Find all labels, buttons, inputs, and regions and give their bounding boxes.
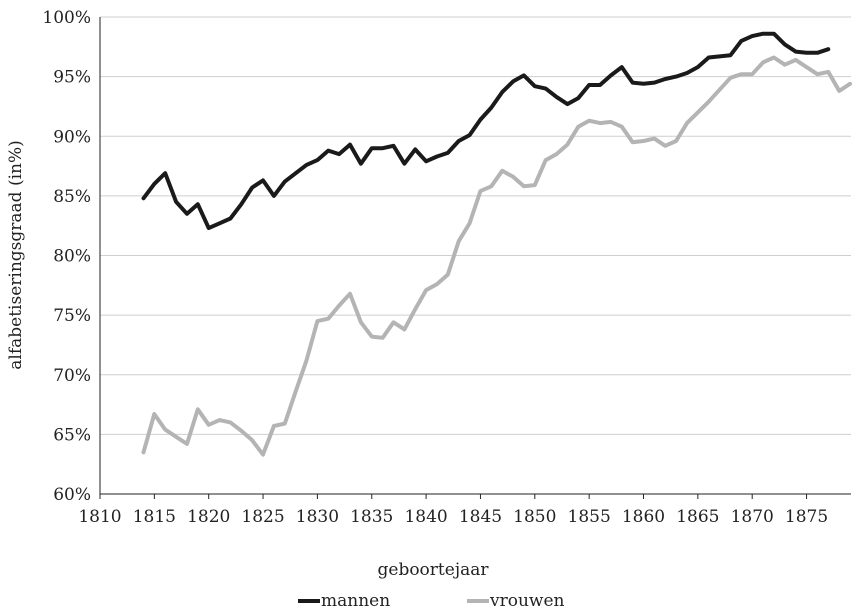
y-tick-label: 75% bbox=[53, 306, 91, 326]
x-tick-label: 1830 bbox=[296, 507, 339, 527]
y-tick-label: 85% bbox=[53, 187, 91, 207]
x-tick-label: 1840 bbox=[404, 507, 447, 527]
y-tick-label: 100% bbox=[42, 8, 91, 28]
series-line-mannen bbox=[141, 31, 831, 231]
legend: mannen vrouwen bbox=[298, 591, 565, 610]
series-line-vrouwen bbox=[141, 55, 852, 457]
axes bbox=[99, 17, 851, 499]
x-tick-label: 1875 bbox=[785, 507, 828, 527]
x-axis-ticks: 1810 1815 1820 1825 1830 1835 1840 1845 1850 1855… bbox=[78, 507, 828, 527]
gridlines bbox=[100, 16, 851, 435]
y-axis-ticks: 60% 65% 70% 75% 80% 85% 90% 95% 100% bbox=[42, 8, 91, 505]
y-tick-label: 90% bbox=[53, 127, 91, 147]
x-tick-label: 1845 bbox=[459, 507, 502, 527]
x-tick-label: 1865 bbox=[676, 507, 719, 527]
legend-label-mannen: mannen bbox=[321, 591, 390, 610]
series-lines bbox=[141, 31, 852, 457]
y-tick-label: 60% bbox=[53, 485, 91, 505]
x-tick-label: 1810 bbox=[78, 507, 121, 527]
x-tick-label: 1835 bbox=[350, 507, 393, 527]
y-tick-label: 80% bbox=[53, 247, 91, 267]
y-axis-title: alfabetiseringsgraad (in%) bbox=[6, 140, 26, 369]
x-tick-label: 1860 bbox=[622, 507, 665, 527]
x-tick-label: 1855 bbox=[568, 507, 611, 527]
x-axis-title: geboortejaar bbox=[378, 560, 490, 580]
y-tick-label: 65% bbox=[53, 425, 91, 445]
x-tick-label: 1820 bbox=[187, 507, 230, 527]
x-tick-label: 1850 bbox=[513, 507, 556, 527]
y-tick-label: 95% bbox=[53, 68, 91, 88]
x-tick-label: 1815 bbox=[133, 507, 176, 527]
x-tick-label: 1870 bbox=[731, 507, 774, 527]
y-tick-label: 70% bbox=[53, 366, 91, 386]
legend-label-vrouwen: vrouwen bbox=[489, 591, 565, 610]
x-tick-label: 1825 bbox=[241, 507, 284, 527]
